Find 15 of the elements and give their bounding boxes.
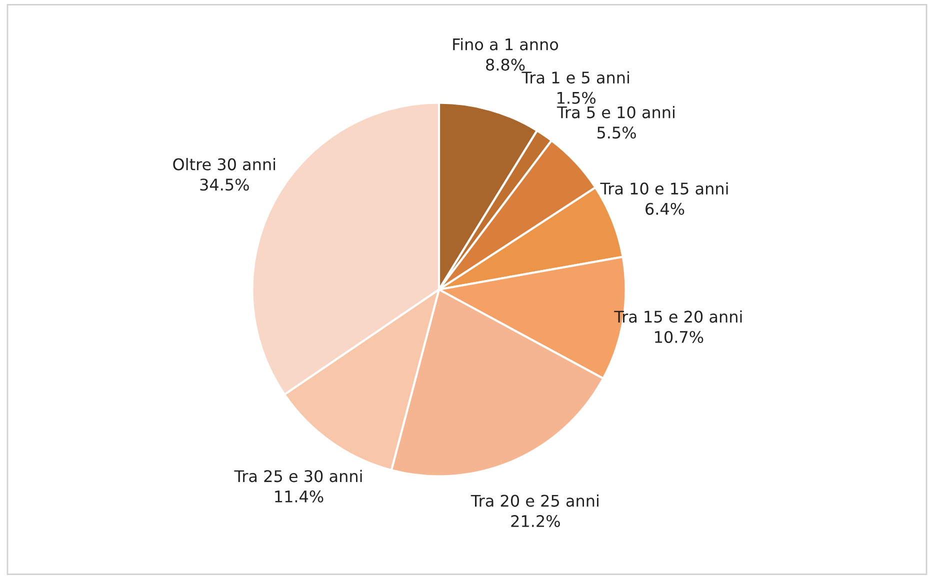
data-label: 10.7% — [655, 330, 704, 344]
data-label: 21.2% — [511, 515, 560, 528]
data-label: 34.5% — [200, 178, 249, 191]
data-label: 5.5% — [597, 126, 636, 139]
slice-label: Oltre 30 anni — [173, 158, 276, 170]
data-label: 8.8% — [486, 58, 525, 71]
slice-label: Tra 1 e 5 anni — [522, 71, 629, 84]
slice-label: Tra 5 e 10 anni — [557, 106, 674, 118]
data-label: 11.4% — [275, 490, 324, 503]
slice-label: Tra 25 e 30 anni — [234, 470, 362, 482]
slice-label: Fino a 1 anno — [453, 38, 558, 50]
data-label: 1.5% — [558, 92, 596, 104]
slice-label: Tra 20 e 25 anni — [470, 494, 598, 507]
data-label: 6.4% — [646, 202, 684, 215]
slice-label: Tra 10 e 15 anni — [600, 182, 728, 195]
